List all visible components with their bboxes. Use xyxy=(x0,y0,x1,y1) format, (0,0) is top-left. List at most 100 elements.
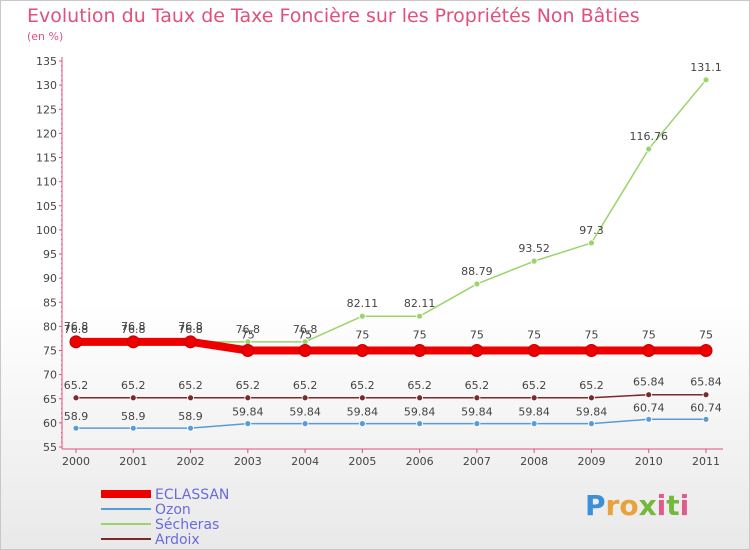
data-label-ozon: 58.9 xyxy=(64,410,89,423)
proxiti-logo: Proxiti xyxy=(585,489,689,522)
data-point-ozon xyxy=(129,424,137,432)
x-tick-label: 2003 xyxy=(234,455,262,468)
logo-letter: i xyxy=(679,489,690,522)
legend-label: Ardoix xyxy=(155,532,200,548)
y-tick-label: 75 xyxy=(43,345,57,358)
data-label-eclassan: 75 xyxy=(241,329,255,342)
data-label-ozon: 58.9 xyxy=(121,410,146,423)
y-tick-label: 105 xyxy=(36,200,57,213)
data-point-ardoix xyxy=(72,394,80,402)
data-label-ozon: 60.74 xyxy=(690,401,722,414)
data-label-ardoix: 65.2 xyxy=(350,379,375,392)
data-label-ozon: 58.9 xyxy=(178,410,203,423)
data-label-ardoix: 65.2 xyxy=(465,379,490,392)
data-label-sécheras: 76.8 xyxy=(236,323,261,336)
data-label-ardoix: 65.2 xyxy=(64,379,89,392)
data-label-ardoix: 65.2 xyxy=(293,379,318,392)
x-tick-label: 2009 xyxy=(577,455,605,468)
data-point-ardoix xyxy=(301,394,309,402)
data-point-eclassan xyxy=(126,335,140,349)
data-label-eclassan: 75 xyxy=(413,329,427,342)
data-point-ozon xyxy=(588,420,595,428)
x-tick-label: 2000 xyxy=(62,455,90,468)
data-label-sécheras: 93.52 xyxy=(518,242,550,255)
data-point-sécheras xyxy=(416,312,424,320)
legend-label: ECLASSAN xyxy=(155,487,229,503)
logo-letter: o xyxy=(619,489,639,522)
x-tick-label: 2001 xyxy=(119,455,147,468)
data-label-ozon: 59.84 xyxy=(289,406,321,419)
logo-letter: r xyxy=(605,489,620,522)
data-point-sécheras xyxy=(702,76,710,84)
series-line-ozon xyxy=(76,418,706,429)
x-tick-label: 2005 xyxy=(348,455,376,468)
data-point-ozon xyxy=(702,415,710,423)
series-line-eclassan xyxy=(76,337,706,355)
logo-letter: P xyxy=(585,489,606,522)
y-tick-label: 135 xyxy=(36,55,57,68)
data-point-ardoix xyxy=(358,394,366,402)
data-label-ozon: 60.74 xyxy=(633,401,665,414)
y-tick-label: 80 xyxy=(43,320,57,333)
data-label-eclassan: 75 xyxy=(642,329,656,342)
x-tick-label: 2010 xyxy=(635,455,663,468)
logo-letter: i xyxy=(656,489,667,522)
data-point-eclassan xyxy=(413,344,427,357)
chart-title: Evolution du Taux de Taxe Foncière sur l… xyxy=(27,5,640,27)
data-point-ardoix xyxy=(129,394,137,402)
data-point-ozon xyxy=(645,415,653,423)
y-tick-label: 90 xyxy=(43,272,57,285)
data-label-eclassan: 75 xyxy=(699,329,713,342)
data-label-sécheras: 76.8 xyxy=(178,323,203,336)
data-label-eclassan: 76.8 xyxy=(64,320,89,333)
logo-letter: x xyxy=(638,489,657,522)
data-label-sécheras: 131.1 xyxy=(690,61,722,74)
data-label-eclassan: 75 xyxy=(527,329,541,342)
data-label-ardoix: 65.2 xyxy=(178,379,203,392)
data-point-sécheras xyxy=(358,312,366,320)
series-line-ardoix xyxy=(76,393,706,399)
data-label-eclassan: 75 xyxy=(355,329,369,342)
data-label-eclassan: 75 xyxy=(298,329,312,342)
data-point-sécheras xyxy=(473,280,481,288)
data-label-sécheras: 97.3 xyxy=(579,224,604,237)
data-label-ardoix: 65.2 xyxy=(579,379,604,392)
data-label-ozon: 59.84 xyxy=(232,406,264,419)
data-label-ozon: 59.84 xyxy=(404,406,436,419)
data-label-ozon: 59.84 xyxy=(347,406,379,419)
y-tick-label: 85 xyxy=(43,296,57,309)
data-point-ardoix xyxy=(473,394,481,402)
x-tick-label: 2008 xyxy=(520,455,548,468)
data-point-ardoix xyxy=(702,391,710,399)
legend-label: Ozon xyxy=(155,502,191,518)
x-tick-label: 2007 xyxy=(463,455,491,468)
series-line-sécheras xyxy=(76,79,707,343)
data-point-sécheras xyxy=(588,239,595,247)
data-label-sécheras: 82.11 xyxy=(347,297,379,310)
data-label-sécheras: 88.79 xyxy=(461,265,493,278)
data-label-eclassan: 76.8 xyxy=(121,320,146,333)
data-label-eclassan: 75 xyxy=(470,329,484,342)
data-point-sécheras xyxy=(645,145,653,153)
y-tick-label: 100 xyxy=(36,224,57,237)
data-label-sécheras: 82.11 xyxy=(404,297,436,310)
y-tick-label: 110 xyxy=(36,176,57,189)
data-point-eclassan xyxy=(184,335,198,349)
data-point-eclassan xyxy=(527,344,541,357)
data-label-ardoix: 65.84 xyxy=(690,376,722,389)
data-point-ozon xyxy=(473,420,481,428)
data-label-sécheras: 76.8 xyxy=(121,323,146,336)
data-label-sécheras: 76.8 xyxy=(64,323,89,336)
data-label-sécheras: 76.8 xyxy=(293,323,318,336)
data-label-ardoix: 65.2 xyxy=(236,379,261,392)
data-point-eclassan xyxy=(355,344,369,357)
data-point-ardoix xyxy=(588,394,595,402)
data-point-eclassan xyxy=(642,344,656,357)
y-tick-label: 65 xyxy=(43,393,57,406)
y-tick-label: 55 xyxy=(43,441,57,454)
data-point-ozon xyxy=(358,420,366,428)
data-point-ozon xyxy=(416,420,424,428)
y-tick-label: 95 xyxy=(43,248,57,261)
